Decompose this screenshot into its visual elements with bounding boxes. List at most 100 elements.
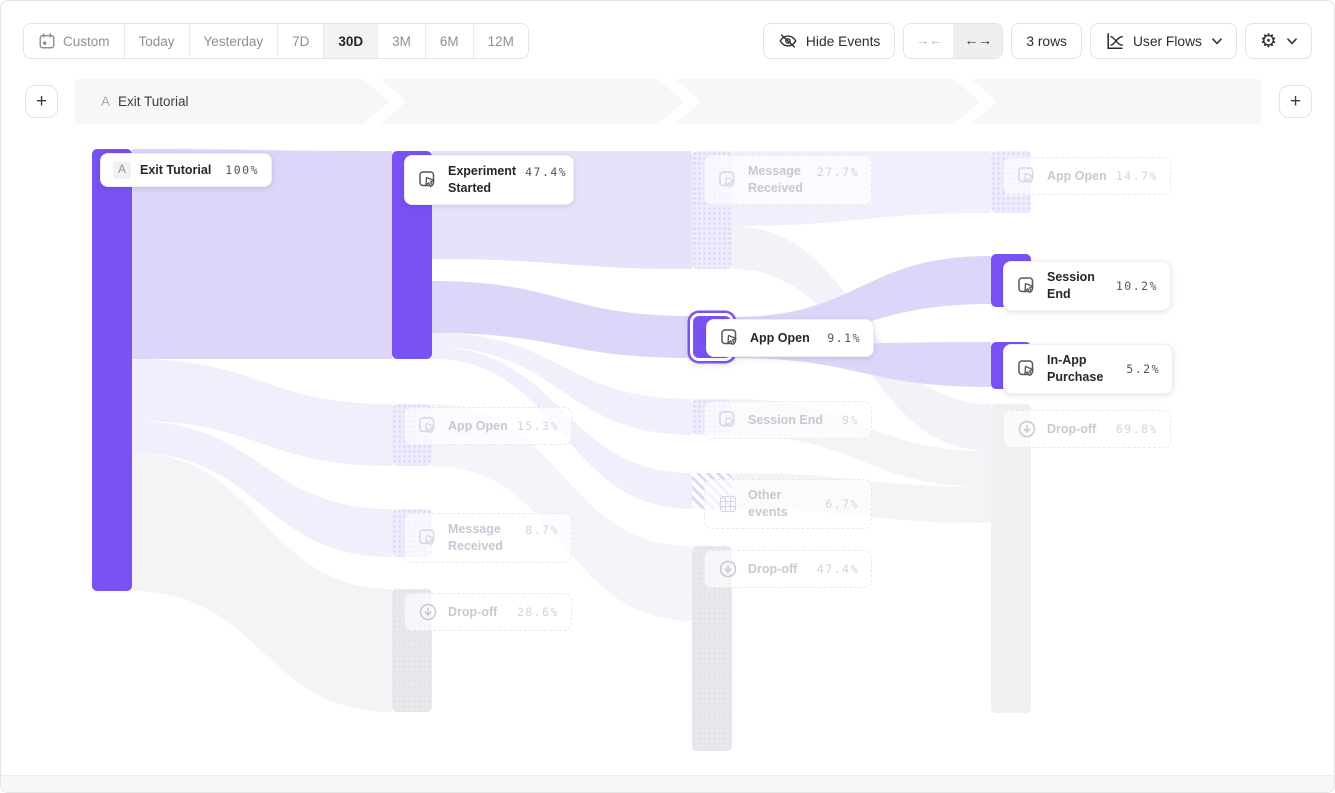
- node-value: 47.4%: [525, 165, 568, 179]
- date-range-label: 6M: [439, 33, 459, 49]
- step-separator-chevron: [955, 79, 995, 124]
- node-card-app-open-4[interactable]: App Open 14.7%: [1003, 157, 1171, 195]
- node-label: Other events: [748, 488, 788, 519]
- chevron-down-icon: [1287, 37, 1297, 45]
- other-events-icon: [717, 493, 739, 515]
- event-icon: [1016, 165, 1038, 187]
- date-range-custom[interactable]: Custom: [24, 24, 125, 58]
- node-value: 9%: [842, 413, 859, 427]
- rows-count-label: 3 rows: [1026, 33, 1067, 49]
- date-range-3m[interactable]: 3M: [378, 24, 426, 58]
- dropoff-icon: [417, 601, 439, 623]
- date-range-7d[interactable]: 7D: [278, 24, 325, 58]
- add-step-start-button[interactable]: +: [25, 85, 58, 118]
- bottom-scroll-track: [1, 775, 1334, 792]
- event-icon: [1016, 358, 1038, 380]
- node-value: 9.1%: [827, 331, 861, 345]
- node-card-dropoff-3[interactable]: Drop-off 47.4%: [704, 550, 872, 588]
- node-card-session-end-3[interactable]: Session End 9%: [704, 401, 872, 439]
- node-value: 5.2%: [1126, 362, 1160, 376]
- date-range-yesterday[interactable]: Yesterday: [189, 24, 279, 58]
- add-step-end-button[interactable]: +: [1279, 85, 1312, 118]
- event-icon: [417, 527, 439, 549]
- view-selector-label: User Flows: [1132, 33, 1202, 49]
- event-badge: A: [101, 94, 111, 109]
- dropoff-icon: [717, 558, 739, 580]
- node-label: App Open: [448, 418, 508, 433]
- event-icon: [1016, 275, 1038, 297]
- node-label: Message Received: [448, 522, 503, 553]
- eye-off-icon: [778, 31, 798, 51]
- node-value: 14.7%: [1115, 169, 1158, 183]
- date-range-today[interactable]: Today: [124, 24, 190, 58]
- node-card-exit-tutorial[interactable]: A Exit Tutorial 100%: [100, 153, 272, 187]
- view-selector-dropdown[interactable]: User Flows: [1089, 23, 1237, 59]
- date-range-label: Today: [138, 33, 175, 49]
- step-separator-chevron: [659, 79, 699, 124]
- node-label: Experiment Started: [448, 164, 517, 195]
- node-label: Message Received: [748, 164, 803, 195]
- gear-icon: ⚙: [1259, 30, 1277, 52]
- start-event-label[interactable]: A Exit Tutorial: [101, 79, 189, 124]
- node-card-dropoff-2[interactable]: Drop-off 28.6%: [404, 593, 572, 631]
- node-value: 15.3%: [516, 419, 559, 433]
- date-range-30d[interactable]: 30D: [324, 24, 379, 58]
- event-icon: [717, 169, 739, 191]
- node-card-app-open-2[interactable]: App Open 15.3%: [404, 407, 572, 445]
- node-bar-exit-tutorial[interactable]: [92, 149, 132, 591]
- node-value: 28.6%: [516, 605, 559, 619]
- step-separator-chevron: [364, 79, 404, 124]
- plus-icon: +: [35, 90, 48, 112]
- arrows-outward-icon: ←→: [964, 33, 992, 49]
- date-range-selector: Custom Today Yesterday 7D 30D 3M 6M 12M: [23, 23, 529, 59]
- link-exit-to-message: [132, 421, 392, 557]
- node-card-experiment-started[interactable]: Experiment Started 47.4%: [404, 155, 574, 205]
- node-label: Drop-off: [1047, 421, 1097, 436]
- calendar-icon: [38, 32, 56, 50]
- date-range-label: 30D: [338, 33, 364, 49]
- collapse-expand-toggle: →← ←→: [903, 23, 1004, 59]
- dropoff-icon: [1016, 418, 1038, 440]
- expand-columns-button[interactable]: ←→: [953, 24, 1003, 58]
- settings-dropdown-button[interactable]: ⚙: [1244, 23, 1312, 59]
- node-card-message-received-3[interactable]: Message Received 27.7%: [704, 155, 872, 205]
- node-label: In-App Purchase: [1047, 353, 1104, 384]
- node-label: App Open: [1047, 168, 1107, 183]
- event-icon: [717, 409, 739, 431]
- node-value: 100%: [225, 163, 259, 177]
- start-event-title: Exit Tutorial: [118, 94, 189, 109]
- node-card-session-end-4[interactable]: Session End 10.2%: [1003, 261, 1171, 311]
- node-label: App Open: [750, 330, 810, 345]
- node-bar-dropoff-4[interactable]: [991, 404, 1031, 713]
- node-label: Session End: [1047, 270, 1095, 301]
- rows-count-button[interactable]: 3 rows: [1011, 23, 1082, 59]
- node-value: 47.4%: [816, 562, 859, 576]
- date-range-label: 7D: [292, 33, 310, 49]
- chart-controls: Hide Events →← ←→ 3 rows User Flows ⚙: [762, 23, 1312, 59]
- plus-icon: +: [1289, 90, 1302, 112]
- chevron-down-icon: [1212, 37, 1222, 45]
- node-card-message-received-2[interactable]: Message Received 8.7%: [404, 513, 572, 563]
- event-icon: [417, 169, 439, 191]
- user-flows-icon: [1105, 31, 1125, 51]
- node-value: 6.7%: [825, 497, 859, 511]
- node-card-dropoff-4[interactable]: Drop-off 69.8%: [1003, 410, 1171, 448]
- node-value: 10.2%: [1115, 279, 1158, 293]
- hide-events-button[interactable]: Hide Events: [762, 23, 896, 59]
- link-experiment-to-appopen3: [432, 281, 692, 358]
- date-range-label: Yesterday: [203, 33, 264, 49]
- arrows-inward-icon: →←: [915, 33, 943, 49]
- date-range-6m[interactable]: 6M: [425, 24, 474, 58]
- date-range-12m[interactable]: 12M: [473, 24, 528, 58]
- node-card-other-events-3[interactable]: Other events 6.7%: [704, 479, 872, 529]
- date-range-label: 12M: [487, 33, 514, 49]
- event-icon: [417, 415, 439, 437]
- node-card-app-open-3[interactable]: App Open 9.1%: [706, 319, 874, 357]
- event-badge: A: [113, 161, 131, 179]
- node-value: 27.7%: [816, 165, 859, 179]
- date-range-label: Custom: [63, 33, 110, 49]
- node-value: 8.7%: [525, 523, 559, 537]
- collapse-columns-button[interactable]: →←: [904, 24, 954, 58]
- node-card-in-app-purchase-4[interactable]: In-App Purchase 5.2%: [1003, 344, 1173, 394]
